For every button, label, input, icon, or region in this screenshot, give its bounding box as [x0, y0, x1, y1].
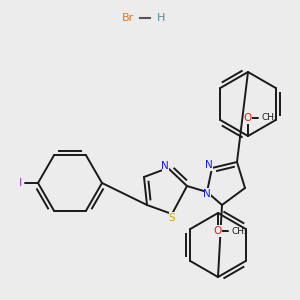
Text: O: O	[244, 113, 252, 123]
FancyBboxPatch shape	[16, 177, 23, 189]
Text: I: I	[18, 178, 22, 188]
Text: CH₃: CH₃	[261, 113, 278, 122]
Text: N: N	[203, 189, 211, 199]
Text: Br: Br	[122, 13, 134, 23]
Text: CH₃: CH₃	[231, 226, 247, 236]
FancyBboxPatch shape	[169, 212, 176, 224]
FancyBboxPatch shape	[203, 188, 211, 200]
Text: N: N	[161, 161, 169, 171]
FancyBboxPatch shape	[244, 112, 251, 124]
Text: H: H	[157, 13, 165, 23]
Text: O: O	[214, 226, 222, 236]
FancyBboxPatch shape	[214, 225, 221, 237]
FancyBboxPatch shape	[161, 160, 169, 172]
Text: S: S	[169, 213, 175, 223]
FancyBboxPatch shape	[206, 159, 212, 171]
Text: N: N	[205, 160, 213, 170]
